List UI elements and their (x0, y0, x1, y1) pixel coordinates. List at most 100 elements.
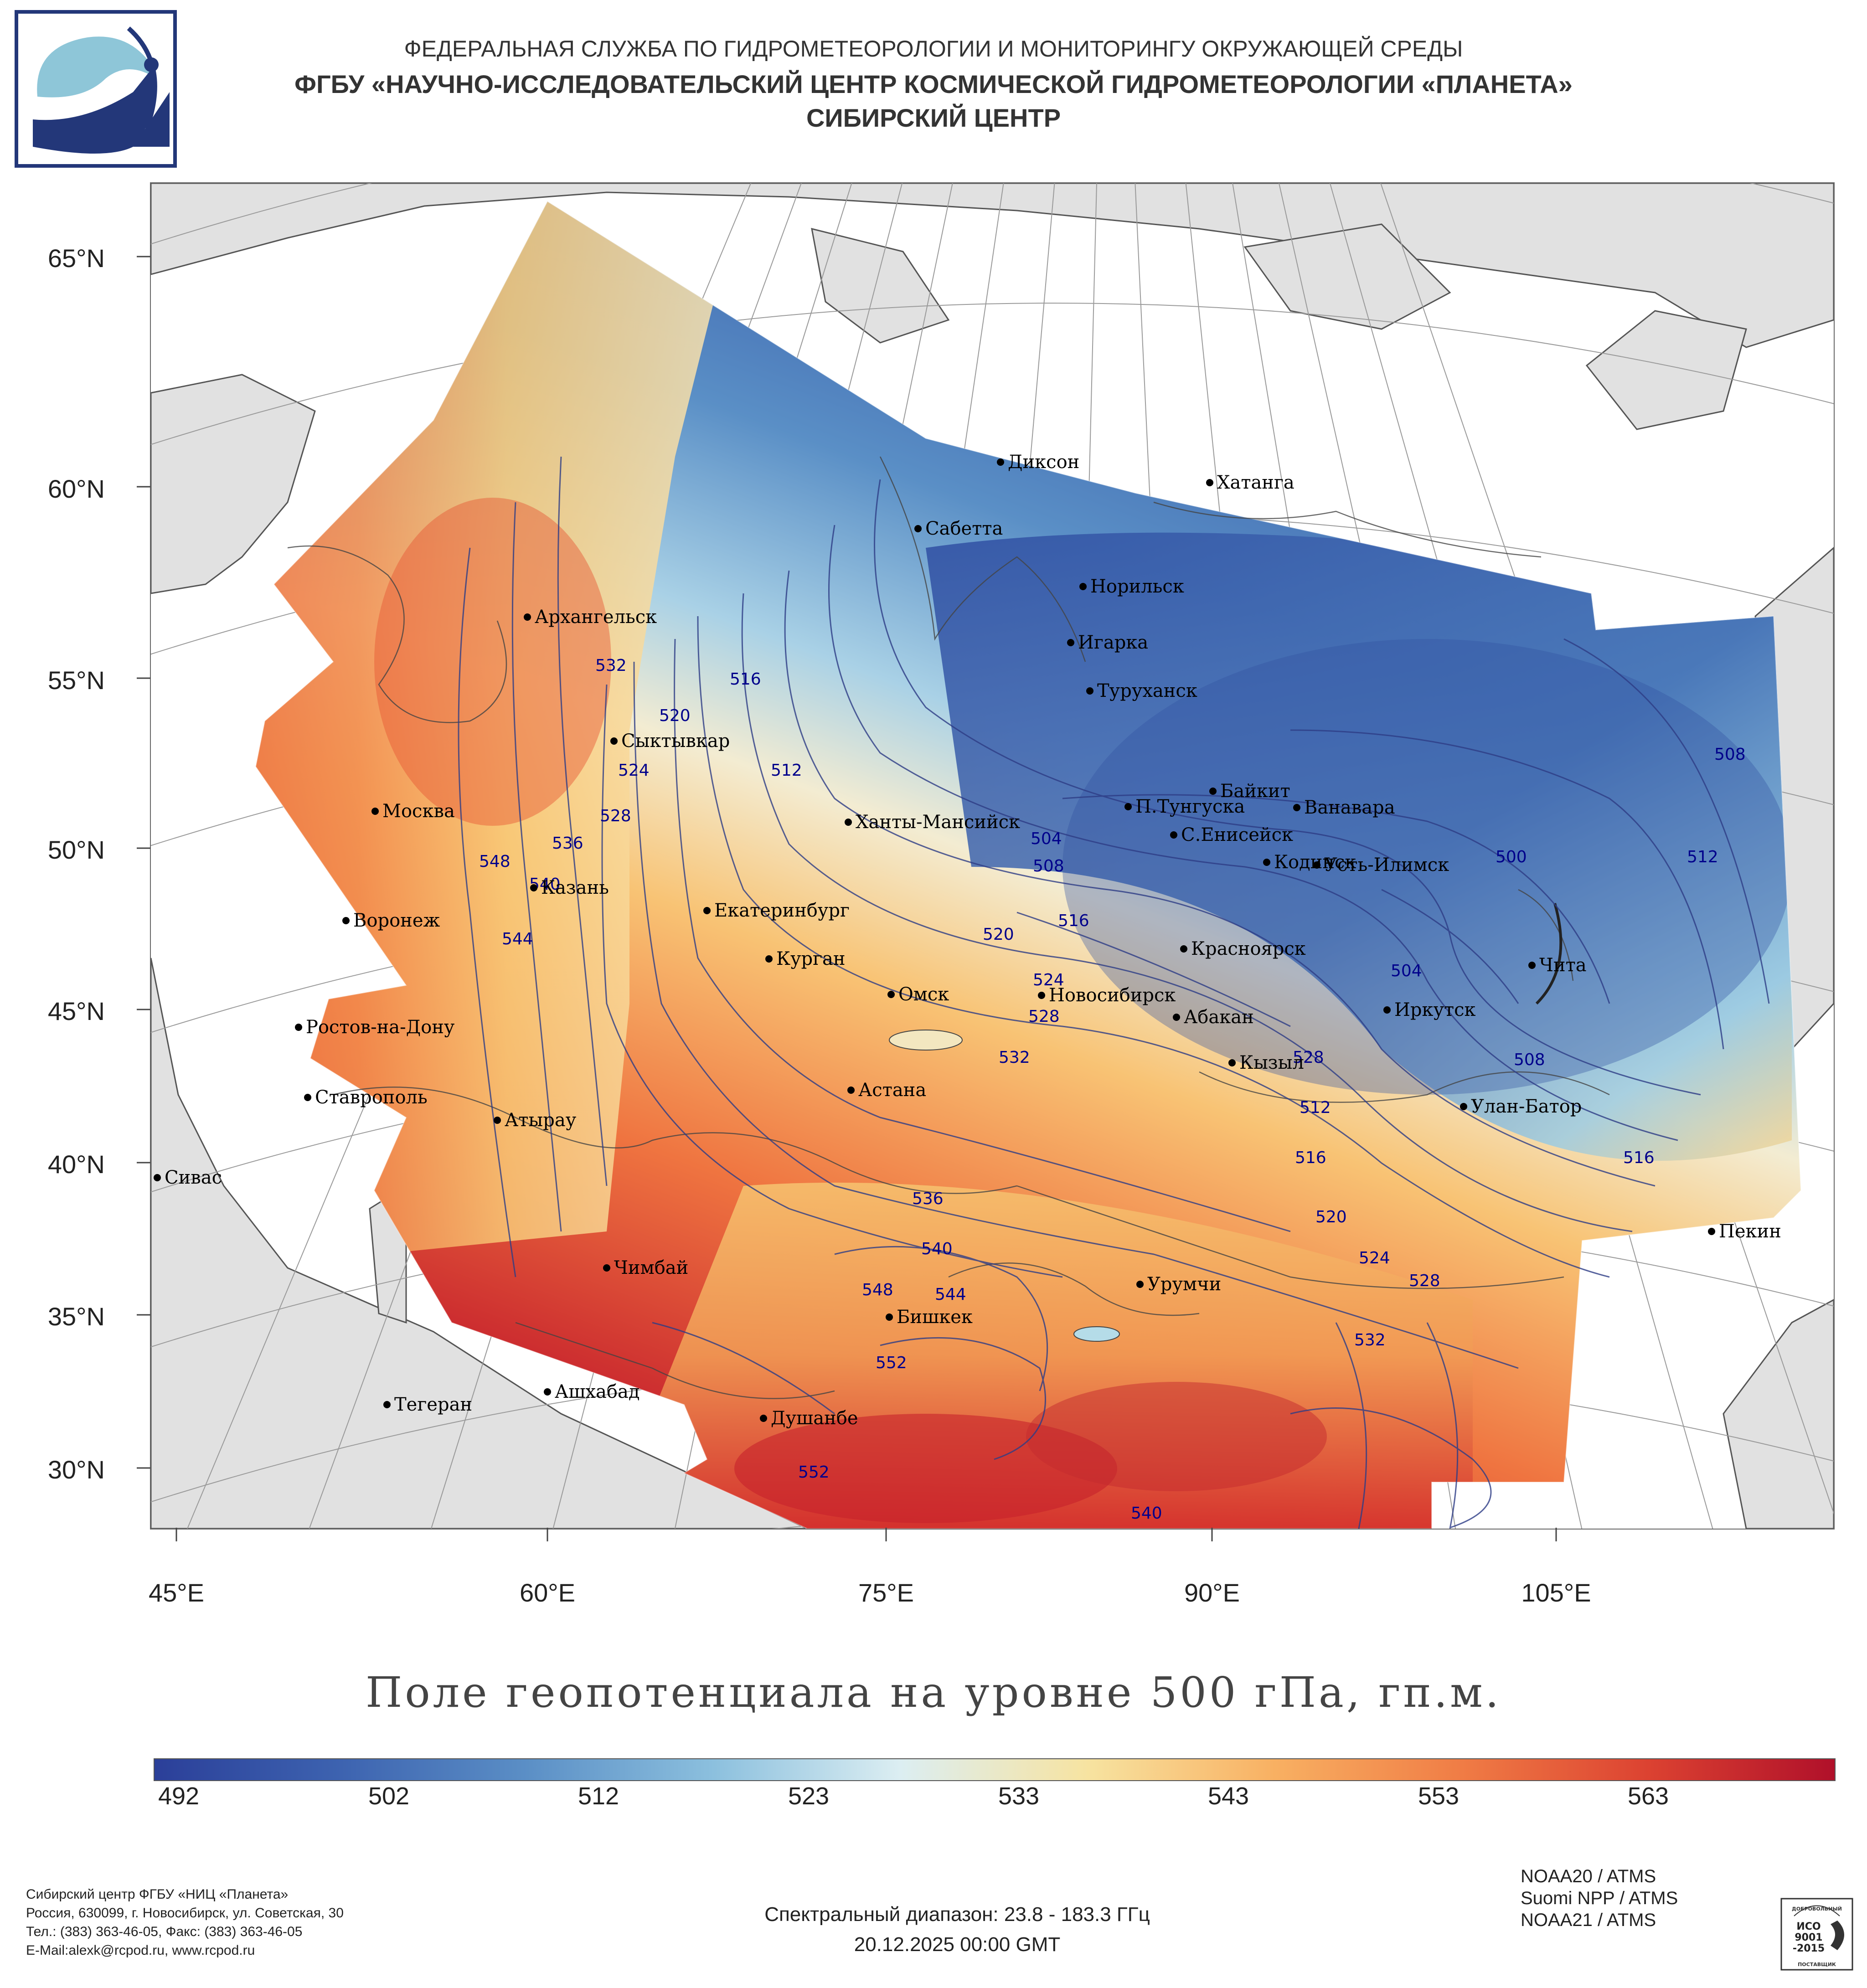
city-astana: Астана (847, 1080, 926, 1101)
iso-certification-badge: ДОБРОВОЛЬНЫЙ ИСО 9001 -2015 ПОСТАВЩИК (1780, 1898, 1853, 1971)
header-siberian-center: СИБИРСКИЙ ЦЕНТР (806, 103, 1061, 132)
colorbar-label-492: 492 (158, 1782, 200, 1810)
city-bishkek: Бишкек (886, 1307, 973, 1328)
svg-text:Душанбе: Душанбе (771, 1408, 858, 1429)
satellite-list: NOAA20 / ATMS Suomi NPP / ATMS NOAA21 / … (1521, 1865, 1678, 1931)
svg-text:Омск: Омск (898, 984, 949, 1005)
city-p-tunguska: П.Тунгуска (1124, 796, 1245, 817)
city-igarka: Игарка (1067, 632, 1148, 653)
colorbar-label-543: 543 (1207, 1782, 1249, 1810)
svg-text:Чита: Чита (1539, 955, 1587, 976)
isoline-label: 548 (862, 1281, 893, 1299)
city-turukhansk: Туруханск (1086, 680, 1197, 701)
geopotential-map: 532 516 520 524 512 528 548 536 540 544 … (151, 183, 1834, 1529)
lon-label-45: 45°E (148, 1578, 205, 1607)
lon-label-75: 75°E (858, 1578, 914, 1607)
svg-text:Хатанга: Хатанга (1217, 472, 1295, 493)
city-krasnoyarsk: Красноярск (1180, 938, 1306, 959)
isoline-label: 516 (1623, 1149, 1655, 1167)
isoline-label: 508 (1033, 857, 1064, 876)
lat-label-30: 30°N (47, 1455, 105, 1484)
isoline-label: 540 (921, 1240, 953, 1258)
isoline-label: 524 (1033, 971, 1064, 989)
city-kyzyl: Кызыл (1228, 1052, 1304, 1073)
city-atyrau: Атырау (494, 1110, 577, 1131)
isoline-label: 532 (999, 1048, 1030, 1067)
isoline-label: 552 (876, 1354, 907, 1372)
satellite-item: NOAA20 / ATMS (1521, 1866, 1656, 1886)
city-moskva: Москва (371, 801, 455, 822)
isoline-label: 504 (1391, 962, 1422, 980)
isoline-label: 544 (502, 930, 533, 948)
isoline-label: 516 (1058, 912, 1089, 930)
colorbar (154, 1758, 1836, 1781)
map-title: Поле геопотенциала на уровне 500 гПа, гп… (366, 1668, 1501, 1717)
svg-text:Чимбай: Чимбай (614, 1257, 688, 1278)
svg-text:Курган: Курган (776, 948, 846, 969)
city-urumchi: Урумчи (1136, 1274, 1221, 1295)
footer-org-address: Россия, 630099, г. Новосибирск, ул. Сове… (26, 1906, 344, 1921)
isoline-label: 524 (1359, 1249, 1390, 1267)
city-novosibirsk: Новосибирск (1038, 985, 1176, 1006)
svg-text:Игарка: Игарка (1078, 632, 1148, 653)
svg-text:Сивас: Сивас (165, 1167, 222, 1188)
isoline-label: 532 (595, 656, 627, 675)
colorbar-label-502: 502 (368, 1782, 410, 1810)
city-stavropol: Ставрополь (304, 1087, 428, 1108)
isoline-label: 528 (600, 807, 631, 825)
svg-text:Ростов-на-Дону: Ростов-на-Дону (306, 1017, 455, 1038)
isoline-label: 528 (1409, 1272, 1440, 1290)
isoline-label: 520 (1315, 1208, 1347, 1226)
isoline-label: 512 (1300, 1098, 1331, 1117)
satellite-item: Suomi NPP / ATMS (1521, 1888, 1678, 1908)
isoline-label: 508 (1514, 1051, 1545, 1069)
isoline-label: 552 (798, 1463, 830, 1482)
isoline-label: 512 (771, 761, 802, 780)
svg-text:ДОБРОВОЛЬНЫЙ: ДОБРОВОЛЬНЫЙ (1792, 1906, 1842, 1912)
footer-info: Спектральный диапазон: 23.8 - 183.3 ГГц … (638, 1900, 1276, 1960)
observation-datetime: 20.12.2025 00:00 GMT (854, 1933, 1061, 1956)
svg-text:Сыктывкар: Сыктывкар (621, 731, 730, 752)
svg-text:Воронеж: Воронеж (353, 910, 440, 931)
lat-label-55: 55°N (47, 666, 105, 695)
lon-label-90: 90°E (1184, 1578, 1240, 1607)
svg-text:Астана: Астана (858, 1080, 926, 1101)
footer-org-phone: Тел.: (383) 363-46-05, Факс: (383) 363-4… (26, 1924, 303, 1939)
svg-text:Ставрополь: Ставрополь (315, 1087, 428, 1108)
isoline-label: 528 (1028, 1007, 1060, 1026)
lat-label-65: 65°N (47, 244, 105, 273)
svg-text:П.Тунгуска: П.Тунгуска (1135, 796, 1245, 817)
svg-text:Кызыл: Кызыл (1239, 1052, 1304, 1073)
isoline-label: 532 (1354, 1331, 1386, 1349)
isoline-label: 516 (1295, 1149, 1326, 1167)
svg-text:Абакан: Абакан (1184, 1007, 1254, 1028)
svg-text:Норильск: Норильск (1090, 576, 1184, 597)
city-ashkhabad: Ашхабад (544, 1381, 640, 1402)
isoline-label: 536 (552, 834, 583, 853)
city-khanty-mansiysk: Ханты-Мансийск (845, 812, 1020, 833)
svg-text:Ханты-Мансийск: Ханты-Мансийск (856, 812, 1020, 833)
city-irkutsk: Иркутск (1383, 999, 1476, 1020)
svg-text:С.Енисейск: С.Енисейск (1181, 824, 1293, 845)
colorbar-label-533: 533 (998, 1782, 1040, 1810)
svg-text:Байкит: Байкит (1220, 781, 1290, 802)
svg-text:Урумчи: Урумчи (1147, 1274, 1221, 1295)
svg-text:Ашхабад: Ашхабад (555, 1381, 640, 1402)
city-ust-ilimsk: Усть-Илимск (1313, 855, 1449, 876)
isoline-label: 536 (912, 1190, 944, 1208)
svg-text:-2015: -2015 (1793, 1943, 1825, 1954)
city-vanavara: Ванавара (1293, 797, 1395, 818)
header-center: ФГБУ «НАУЧНО-ИССЛЕДОВАТЕЛЬСКИЙ ЦЕНТР КОС… (294, 70, 1573, 98)
colorbar-label-563: 563 (1627, 1782, 1669, 1810)
footer-organization: Сибирский центр ФГБУ «НИЦ «Планета» Росс… (26, 1885, 344, 1960)
city-dikson: Диксон (997, 452, 1079, 473)
city-pekin: Пекин (1708, 1221, 1781, 1242)
svg-text:Бишкек: Бишкек (897, 1307, 973, 1328)
svg-text:Атырау: Атырау (505, 1110, 577, 1131)
isoline-label: 520 (983, 925, 1014, 944)
city-abakan: Абакан (1173, 1007, 1254, 1028)
svg-text:Туруханск: Туруханск (1097, 680, 1197, 701)
city-kurgan: Курган (765, 948, 846, 969)
city-ekaterinburg: Екатеринбург (703, 900, 850, 921)
city-tegeran: Тегеран (383, 1394, 472, 1415)
